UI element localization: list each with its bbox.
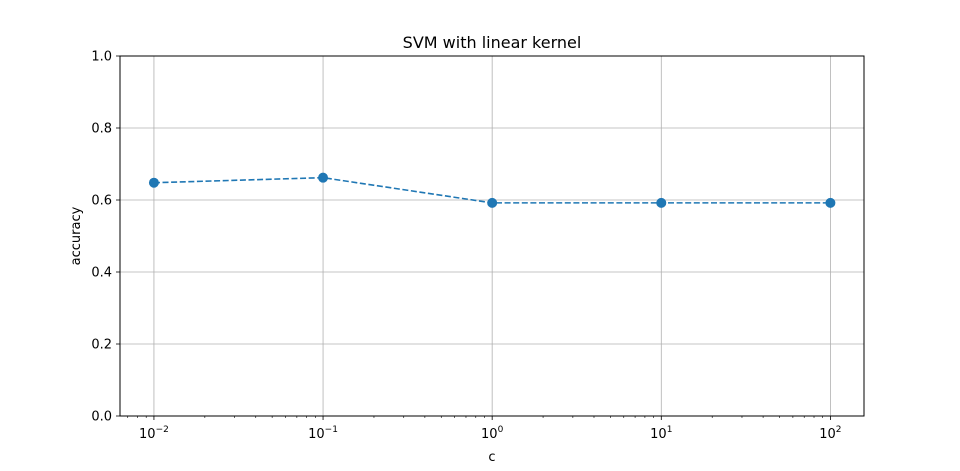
x-tick-label: 102 [819, 425, 841, 442]
data-point [825, 197, 836, 208]
data-point [318, 172, 329, 183]
x-tick-label: 10−2 [139, 425, 169, 442]
y-axis-label: accuracy [69, 206, 84, 265]
series-layer [148, 172, 836, 208]
tick-layer: 10−2 10−1 100 101 102 0.0 0.2 0.4 0.6 0.8 1.0 [91, 50, 841, 443]
chart-title: SVM with linear kernel [403, 33, 582, 52]
data-point [148, 177, 159, 188]
x-axis-label: c [488, 450, 495, 465]
grid-layer [120, 55, 864, 417]
y-tick-label: 1.0 [91, 50, 112, 65]
y-tick-label: 0.2 [91, 338, 112, 353]
y-tick-label: 0.6 [91, 194, 112, 209]
y-tick-label: 0.4 [91, 266, 112, 281]
x-tick-label: 101 [650, 425, 672, 442]
data-point [656, 197, 667, 208]
data-point [487, 197, 498, 208]
y-tick-label: 0.8 [91, 122, 112, 137]
x-tick-label: 10−1 [308, 425, 338, 442]
y-tick-label: 0.0 [91, 410, 112, 425]
x-tick-label: 100 [481, 425, 504, 442]
